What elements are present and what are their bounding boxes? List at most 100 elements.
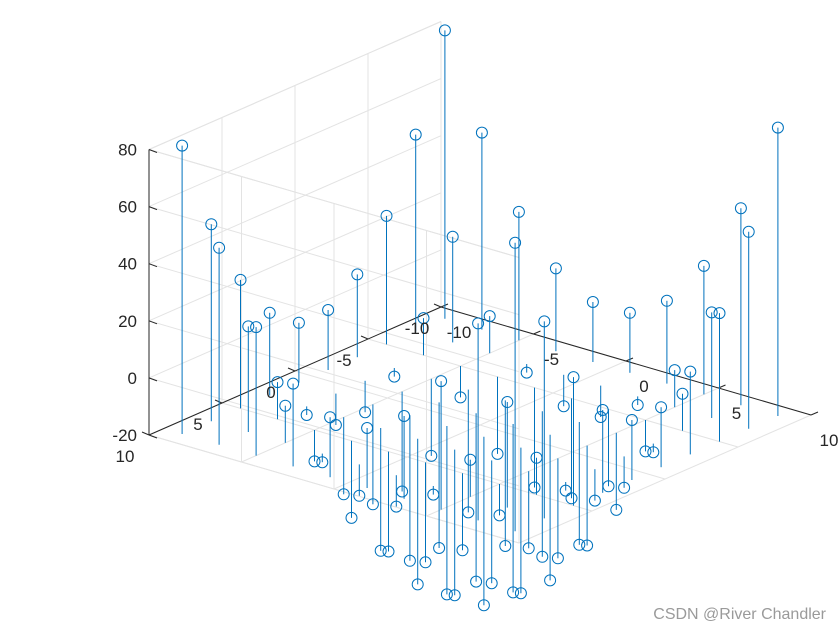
wall-gridline-z — [148, 377, 520, 487]
stem-marker — [705, 306, 718, 319]
x-tick-label: 5 — [732, 404, 741, 423]
stem-marker — [618, 481, 631, 494]
stem-marker — [557, 400, 570, 413]
stem-marker — [631, 399, 644, 411]
grid-layer — [141, 21, 819, 544]
stem-marker — [567, 371, 580, 384]
x-tick-label: -10 — [447, 323, 472, 342]
stem-marker — [456, 544, 469, 557]
wall-gridline-z — [148, 135, 442, 265]
wall-gridline-z — [148, 263, 520, 373]
stem-marker — [676, 387, 689, 400]
stem-marker — [417, 312, 430, 325]
wall-gridline-z — [148, 320, 520, 430]
stem-marker — [551, 552, 564, 565]
stem-marker — [433, 542, 446, 554]
stem-marker — [435, 375, 448, 388]
stem-marker — [514, 587, 527, 600]
stem-marker — [205, 218, 218, 231]
stem-marker — [380, 209, 393, 222]
stem-marker — [660, 294, 673, 307]
stem-marker — [742, 225, 755, 238]
stem-marker — [425, 449, 438, 462]
stem-marker — [411, 578, 424, 591]
stem-marker — [509, 236, 522, 249]
stem-marker — [359, 406, 372, 419]
tick-labels: -10 -5 0 5 10 -10 -5 0 5 10 -20 0 20 40 60 80 — [112, 141, 838, 467]
stem-marker — [697, 259, 710, 272]
z-tick — [148, 206, 158, 211]
x-tick-label: -5 — [544, 350, 559, 369]
stem-marker — [213, 241, 226, 254]
stem-marker — [522, 542, 535, 555]
stem-marker — [549, 262, 562, 275]
z-tick — [148, 434, 158, 439]
z-tick — [148, 149, 158, 153]
y-tick — [287, 367, 296, 372]
stem-marker — [499, 540, 512, 552]
stem-marker — [602, 480, 615, 493]
floor-gridline-y — [294, 370, 666, 480]
stem-marker — [448, 589, 461, 602]
y-tick — [214, 399, 223, 404]
z-tick — [148, 377, 158, 382]
x-tick-label: 0 — [639, 377, 648, 396]
wall-gridline-z — [148, 434, 520, 544]
stem-marker — [351, 268, 364, 281]
stem-marker — [472, 317, 485, 330]
stem-marker — [586, 296, 599, 308]
stem-marker — [639, 445, 652, 458]
stem-marker — [581, 539, 594, 552]
stem-marker — [528, 481, 541, 494]
stem-marker — [454, 391, 467, 404]
stem-marker — [438, 24, 451, 37]
y-tick-label: 10 — [116, 447, 135, 466]
stem-marker — [308, 455, 321, 468]
stem-marker — [475, 126, 488, 139]
stem-marker — [477, 599, 490, 612]
stem-marker — [501, 396, 514, 408]
stem-marker — [329, 419, 342, 431]
stem-marker — [440, 588, 453, 601]
y-tick — [433, 303, 442, 308]
x-tick — [810, 411, 819, 416]
stem-marker — [396, 485, 409, 498]
stem-marker — [520, 366, 533, 379]
stem-marker — [771, 121, 784, 134]
stem-marker — [409, 128, 422, 141]
stem-marker — [176, 139, 189, 152]
stem-marker — [491, 447, 504, 460]
z-tick-label: 40 — [118, 255, 137, 274]
stem-marker — [250, 321, 263, 334]
stem-marker — [316, 456, 329, 469]
wall-gridline-z — [148, 78, 442, 208]
stem-marker — [462, 506, 475, 519]
stem-marker — [565, 492, 578, 505]
stem-marker — [573, 538, 586, 551]
z-tick — [148, 263, 158, 268]
stem-marker — [279, 399, 292, 412]
stem-marker — [300, 409, 313, 421]
stem-marker — [345, 511, 358, 524]
stem-layer — [176, 24, 784, 612]
watermark-text: CSDN @River Chandler — [653, 606, 826, 623]
stem-marker — [647, 446, 660, 459]
stem-marker — [353, 489, 366, 502]
stem-marker — [403, 554, 416, 567]
stem-marker — [713, 307, 726, 320]
stem-marker — [388, 370, 401, 383]
wall-gridline-z — [148, 206, 520, 316]
stem-marker — [390, 500, 403, 513]
stem-marker — [625, 414, 638, 426]
stem-marker — [271, 376, 284, 389]
stem-marker — [292, 316, 305, 329]
stem-marker — [594, 411, 607, 423]
stem-marker — [483, 310, 496, 323]
stem-marker — [470, 575, 483, 588]
y-tick — [141, 431, 150, 436]
y-tick-label: -5 — [336, 351, 351, 370]
y-tick-label: -10 — [405, 319, 430, 338]
stem-marker — [419, 556, 432, 569]
stem-marker — [242, 320, 255, 333]
